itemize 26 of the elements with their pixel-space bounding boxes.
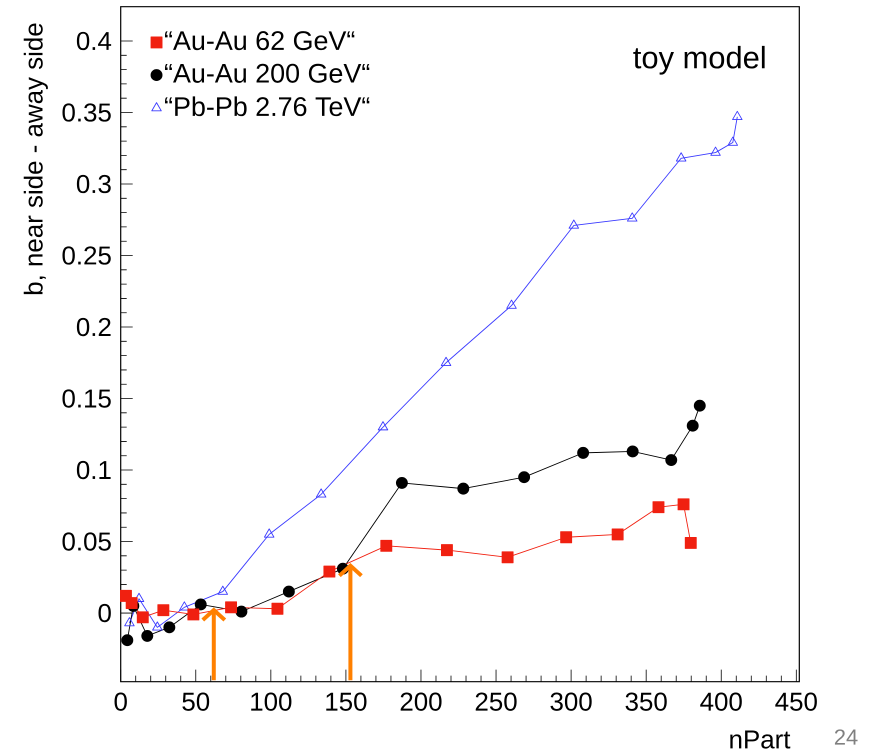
y-tick-label: 0.15: [62, 389, 111, 408]
y-tick-label: 0: [98, 604, 111, 622]
y-axis-title: b, near side - away side: [24, 23, 48, 294]
y-tick-label: 0.1: [76, 460, 111, 480]
x-tick-label: 350: [626, 692, 667, 711]
x-tick-label: 100: [251, 692, 292, 711]
legend-label: “Au-Au 200 GeV“: [165, 64, 370, 83]
x-tick-label: 200: [400, 692, 442, 711]
legend-label: “Pb-Pb 2.76 TeV“: [165, 96, 370, 116]
text: 24: [834, 729, 858, 745]
y-tick-label: 0.2: [76, 318, 111, 336]
y-tick-label: 0.25: [62, 246, 111, 265]
y-tick-label: 0.35: [62, 103, 111, 122]
x-tick-label: 300: [550, 692, 592, 711]
x-tick-label: 450: [775, 692, 817, 711]
x-tick-label: 400: [700, 692, 742, 711]
x-tick-label: 50: [182, 692, 210, 711]
x-tick-label: 0: [114, 692, 127, 711]
x-axis-title: nPart: [730, 730, 790, 749]
x-tick-label: 150: [326, 692, 366, 711]
y-tick-label: 0.3: [76, 174, 111, 194]
x-tick-label: 250: [476, 692, 517, 711]
annotation: toy model: [633, 46, 765, 75]
y-tick-label: 0.4: [76, 32, 112, 50]
legend-label: “Au-Au 62 GeV“: [165, 31, 354, 50]
y-tick-label: 0.05: [62, 532, 111, 551]
